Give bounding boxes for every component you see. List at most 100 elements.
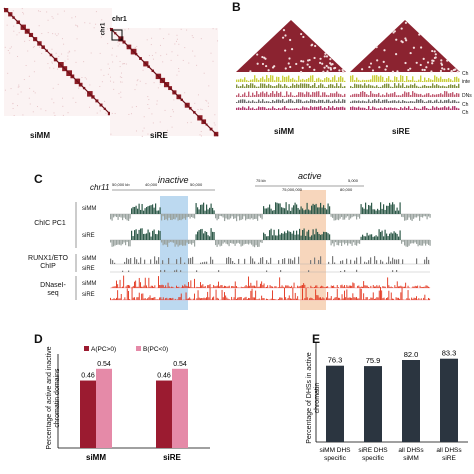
pc1-bar [296, 230, 298, 240]
track-bar [252, 83, 254, 88]
tick-label: siMM [86, 453, 106, 462]
hic-speck [159, 44, 161, 46]
pc1-bar-neg [345, 214, 347, 218]
pc1-bar [266, 208, 268, 214]
track-bar [432, 79, 434, 82]
dnase-bar [304, 298, 306, 300]
panel-e: Percentage of DHSs in active chromatin 7… [232, 320, 474, 474]
dnase-bar [208, 297, 210, 300]
dnase-bar [146, 299, 147, 300]
hic-speck [136, 45, 138, 47]
chip-bar [174, 270, 176, 272]
track-bar [242, 99, 244, 103]
triangle-speck [431, 49, 434, 53]
dnase-bar [428, 297, 429, 300]
chip-bar [318, 260, 320, 264]
dnase-bar [392, 298, 393, 300]
track-bar [352, 75, 354, 82]
chip-bar [206, 261, 208, 264]
pc1-bar [207, 235, 209, 240]
inactive-highlight [160, 196, 188, 310]
track-bar [332, 100, 334, 103]
track-bar [430, 100, 432, 103]
data-label: 83.3 [442, 349, 457, 358]
track-bar [386, 78, 388, 82]
hic-speck [51, 48, 53, 50]
triangle-speck [287, 62, 290, 65]
track-bar [258, 79, 260, 82]
pc1-bar [269, 204, 271, 214]
pc1-bar-neg [168, 214, 170, 218]
track-bar [308, 77, 310, 82]
hic-speck [180, 28, 182, 30]
hic-speck [200, 108, 202, 110]
chip-bar [374, 256, 376, 264]
dnase-bar [162, 285, 164, 288]
dnase-bar [162, 297, 164, 300]
track-bar [436, 94, 438, 97]
chip-bar [254, 261, 256, 264]
chip-bar [190, 257, 192, 264]
pc1-bar [363, 208, 365, 214]
pc1-bar [372, 209, 374, 214]
dnase-bar [204, 298, 206, 300]
track-bar [260, 107, 262, 110]
pc1-bar [360, 236, 362, 240]
pc1-bar-neg [221, 240, 223, 246]
hic-speck [147, 96, 149, 98]
pc1-bar-neg [411, 214, 413, 221]
dnase-bar [423, 286, 425, 288]
track-bar [428, 108, 430, 110]
hic-speck [56, 35, 58, 37]
track-bar [324, 86, 326, 88]
dnase-bar [231, 286, 233, 288]
dnase-bar [164, 287, 165, 288]
pc1-bar [270, 208, 272, 214]
track-bar [292, 100, 294, 103]
pc1-bar-neg [168, 240, 170, 243]
hic-speck [119, 66, 121, 68]
pc1-bar-neg [248, 214, 250, 219]
dnase-bar [408, 298, 410, 300]
dnase-bar [182, 285, 183, 288]
dnase-bar [365, 285, 367, 288]
chip-bar [192, 256, 194, 264]
dnase-bar [398, 286, 399, 288]
track-bar [410, 101, 412, 103]
track-bar [304, 107, 306, 110]
track-bar [406, 85, 408, 88]
pc1-bar [281, 233, 283, 240]
panel-letter-c: C [34, 172, 43, 186]
triangle-speck [400, 27, 403, 30]
track-bar [374, 99, 376, 103]
track-bar [402, 83, 404, 88]
dnase-bar [267, 285, 269, 288]
track-bar [284, 101, 286, 103]
pc1-bar [149, 205, 151, 214]
track-bar [272, 75, 274, 82]
pc1-bar [321, 207, 323, 214]
track-bar [450, 84, 452, 88]
pc1-bar-neg [332, 214, 334, 218]
track-bar [240, 95, 242, 97]
pc1-bar-neg [425, 214, 427, 217]
dnase-bar [210, 299, 212, 300]
pc1-bar [143, 233, 145, 240]
chip-bar [364, 261, 366, 264]
track-bar [360, 80, 362, 82]
track-bar [298, 99, 300, 103]
triangle-speck [314, 44, 317, 48]
pc1-bar [380, 231, 382, 240]
chip-bar [188, 258, 190, 264]
dnase-bar [196, 286, 198, 288]
track-bar [308, 101, 310, 103]
zoom-label: chr1 [112, 16, 127, 23]
hic-speck [41, 53, 43, 55]
dnase-bar [123, 275, 125, 288]
pc1-bar-neg [417, 240, 419, 247]
dnase-bar [297, 285, 299, 288]
pc1-bar-neg [111, 214, 113, 221]
track-bar [378, 92, 380, 97]
track-pc1-simm: siMM [82, 206, 97, 212]
track-bar [416, 93, 418, 97]
